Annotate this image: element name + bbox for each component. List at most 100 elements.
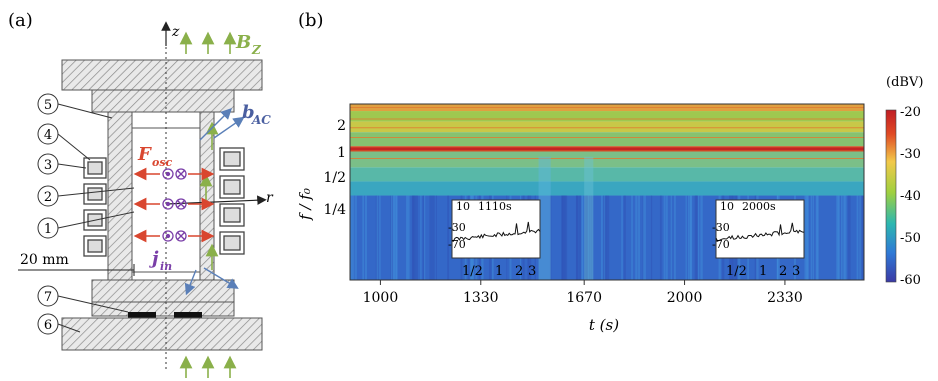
noise-stripe [392, 195, 394, 280]
noise-stripe [695, 195, 698, 280]
noise-stripe [351, 195, 355, 280]
noise-stripe [804, 195, 807, 280]
current-symbols [162, 168, 187, 242]
noise-stripe [663, 195, 666, 280]
noise-stripe [685, 195, 687, 280]
coil-right [219, 147, 245, 255]
noise-stripe [816, 195, 819, 280]
noise-stripe [670, 195, 672, 280]
noise-stripe [581, 195, 584, 280]
inset-left-xtick-2: 2 [515, 264, 523, 279]
noise-stripe [407, 195, 410, 280]
inset-left-ytick-2: -70 [448, 238, 466, 251]
current-label: j [149, 248, 159, 269]
noise-stripe [422, 195, 425, 280]
part-6: 6 [44, 318, 52, 333]
noise-stripe [435, 195, 437, 280]
cbar-tick-20: -20 [900, 105, 921, 120]
inset-right-ytick-0: 10 [720, 200, 734, 213]
part-5: 5 [44, 98, 52, 113]
field-bac-sub: AC [251, 113, 271, 127]
noise-stripe [392, 195, 394, 280]
noise-stripe [847, 195, 851, 280]
force-arrows [133, 167, 215, 243]
event-column [584, 156, 594, 280]
cbar-tick-40: -40 [900, 189, 921, 204]
inset-right-ytick-2: -70 [712, 238, 730, 251]
noise-stripe [623, 195, 626, 280]
part-callouts [37, 93, 135, 335]
noise-stripe [429, 195, 432, 280]
x-tick-label: 1670 [566, 290, 602, 306]
upper-flange [91, 89, 235, 113]
noise-stripe [362, 195, 365, 280]
inset-left-xtick-0: 1/2 [462, 264, 483, 279]
force-sub: osc [152, 156, 173, 169]
noise-stripe [840, 195, 843, 280]
x-tick-label: 2000 [667, 290, 703, 306]
noise-stripe [638, 195, 641, 280]
part-4: 4 [44, 128, 52, 143]
noise-stripe [606, 195, 610, 280]
force-label: F [137, 144, 152, 165]
noise-stripe [576, 195, 578, 280]
noise-stripe [447, 195, 450, 280]
inset-right-xtick-1: 1 [759, 264, 767, 279]
y-tick-1: 1 [337, 145, 346, 161]
noise-stripe [602, 195, 605, 280]
noise-stripe [836, 195, 839, 280]
column-left [107, 111, 133, 281]
spectrogram-band [350, 132, 864, 147]
noise-stripe [700, 195, 703, 280]
noise-stripe [806, 195, 809, 280]
lower-flange [91, 279, 235, 303]
noise-stripe [659, 195, 662, 280]
noise-stripe [354, 195, 357, 280]
noise-stripe [621, 195, 623, 280]
noise-stripe [844, 195, 847, 280]
colorbar-ticks: -20 -30 -40 -50 -60 [900, 105, 921, 288]
noise-stripe [643, 195, 646, 280]
noise-stripe [379, 195, 381, 280]
scale-label: 20 mm [20, 252, 69, 268]
field-b-sub: Z [251, 43, 262, 57]
part-2: 2 [44, 190, 52, 205]
noise-stripe [564, 195, 568, 280]
noise-stripe [591, 195, 593, 280]
field-bac-label: b [242, 102, 255, 123]
inset-right: 10 -30 -70 2000s 1/2 1 2 3 [712, 199, 805, 279]
part-3: 3 [44, 158, 52, 173]
inset-right-label: 2000s [742, 200, 776, 213]
spectrogram-band [350, 181, 864, 196]
spectrogram-band [350, 151, 864, 168]
top-plate [61, 59, 263, 91]
field-b-label: B [235, 32, 251, 53]
current-sub: in [160, 260, 172, 273]
noise-stripe [650, 195, 653, 280]
inset-left-xtick-3: 3 [528, 264, 536, 279]
noise-stripe [697, 195, 700, 280]
spectrogram-band [350, 121, 864, 133]
noise-stripe [861, 195, 865, 280]
noise-stripe [812, 195, 814, 280]
noise-stripe [420, 195, 422, 280]
x-tick-label: 1000 [363, 290, 399, 306]
spectrogram-band [350, 167, 864, 182]
x-tick-label: 2330 [767, 290, 803, 306]
inset-right-ytick-1: -30 [712, 221, 730, 234]
inset-left: 10 -30 -70 1110s 1/2 1 2 3 [448, 199, 541, 279]
inset-right-xtick-2: 2 [779, 264, 787, 279]
part-7: 7 [44, 290, 52, 305]
panel-a-label: (a) [8, 10, 33, 31]
y-axis-label: f / f₀ [296, 188, 314, 221]
noise-stripe [549, 195, 552, 280]
bac-arrows [184, 108, 245, 296]
inset-right-xtick-0: 1/2 [726, 264, 747, 279]
event-column [538, 156, 551, 280]
noise-stripe [431, 195, 435, 280]
noise-stripe [586, 195, 589, 280]
panel-a: (a) z [8, 10, 274, 378]
inset-left-label: 1110s [478, 200, 512, 213]
noise-stripe [406, 195, 409, 280]
